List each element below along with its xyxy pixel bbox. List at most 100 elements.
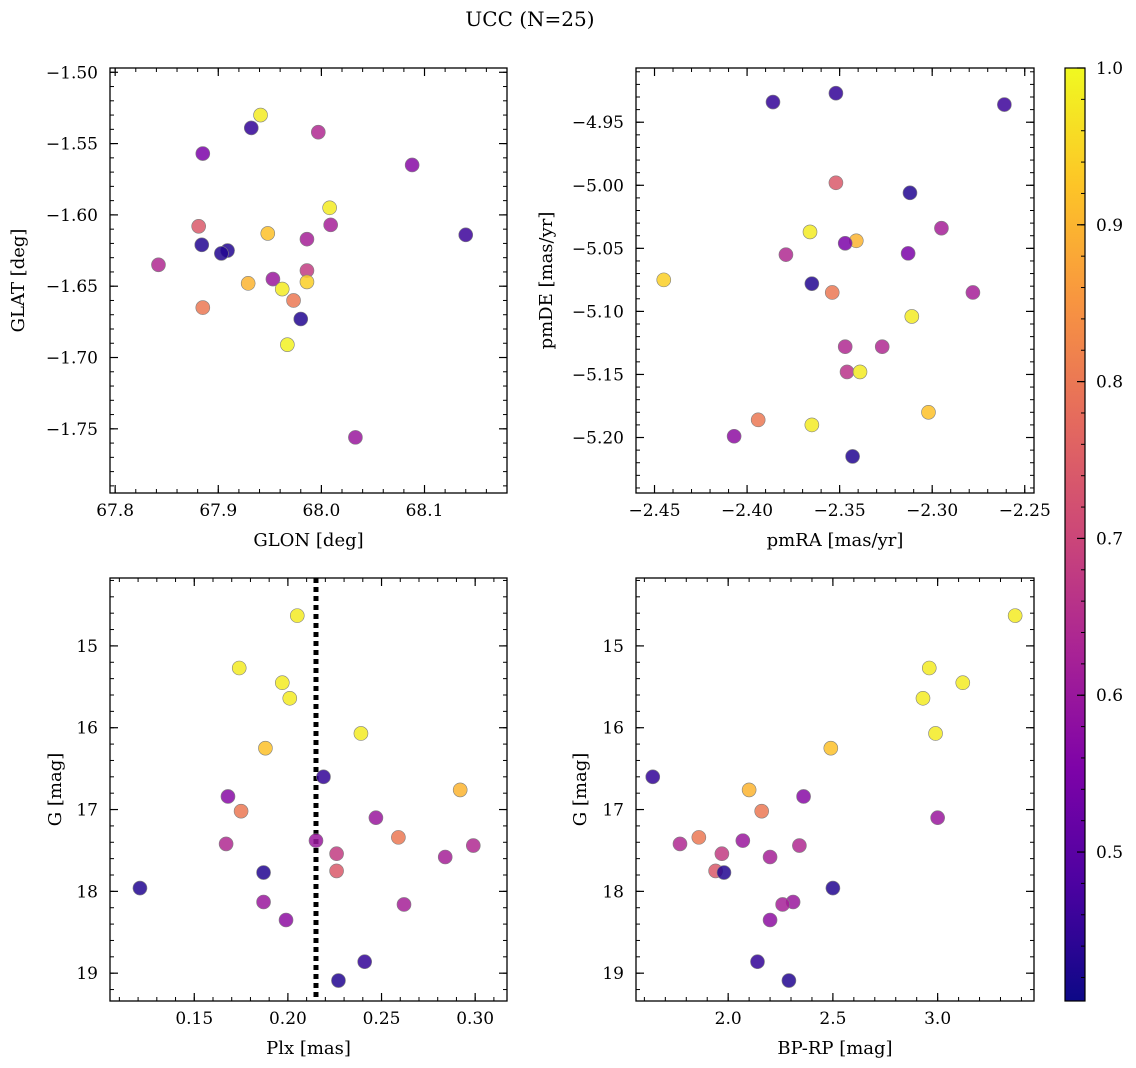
scatter-point xyxy=(915,690,931,706)
scatter-point xyxy=(802,224,818,240)
axes-frame xyxy=(635,67,1035,494)
scatter-point xyxy=(1007,608,1023,623)
scatter-point xyxy=(396,897,412,912)
x-tick-label: 3.0 xyxy=(924,1009,951,1029)
y-axis-label: G [mag] xyxy=(45,753,66,826)
y-tick-label: 18 xyxy=(76,882,98,902)
x-tick-label: 2.0 xyxy=(715,1009,742,1029)
scatter-point xyxy=(824,285,840,300)
x-tick-label: 68.1 xyxy=(406,501,444,521)
scatter-point xyxy=(286,293,301,308)
scatter-point xyxy=(194,237,210,253)
scatter-point xyxy=(329,863,344,879)
scatter-point xyxy=(900,246,916,261)
scatter-point xyxy=(316,769,331,785)
colorbar-gradient xyxy=(1064,67,1086,1002)
scatter-point xyxy=(765,94,781,110)
y-tick-label: −1.75 xyxy=(46,420,98,440)
scatter-point xyxy=(837,339,853,355)
scatter-point xyxy=(997,97,1012,112)
scatter-point xyxy=(253,107,268,123)
axes-frame xyxy=(635,577,1035,1002)
x-axis-label: pmRA [mas/yr] xyxy=(767,530,904,551)
x-axis-label: BP-RP [mag] xyxy=(777,1038,892,1059)
x-tick-label: 0.15 xyxy=(175,1009,213,1029)
y-tick-label: −5.10 xyxy=(572,302,624,322)
scatter-point xyxy=(220,789,236,804)
y-tick-label: −1.70 xyxy=(46,349,98,369)
scatter-point xyxy=(921,404,936,420)
scatter-point xyxy=(191,219,206,234)
y-tick-label: 16 xyxy=(76,719,98,739)
scatter-point xyxy=(930,810,945,826)
y-axis-label: GLAT [deg] xyxy=(8,229,29,333)
panel-1: 67.8 67.9 68.0 68.1 −1.75 −1.70 −1.65 −1.60 −1.5… xyxy=(8,63,508,551)
scatter-point xyxy=(465,838,481,853)
scatter-point xyxy=(656,272,672,288)
scatter-point xyxy=(452,782,468,798)
panel-2: −2.45 −2.40 −2.35 −2.30 −2.25 −5.20 −5.15 −5.10… xyxy=(536,67,1051,551)
scatter-point xyxy=(293,311,309,327)
scatter-point xyxy=(874,339,890,355)
scatter-point xyxy=(750,412,766,428)
scatter-point xyxy=(265,271,281,287)
colorbar: 0.5 0.6 0.7 0.8 0.9 1.0 xyxy=(1064,59,1123,1002)
scatter-point xyxy=(218,836,234,852)
scatter-point xyxy=(792,838,807,853)
scatter-point xyxy=(852,364,868,380)
x-tick-label: −2.35 xyxy=(814,501,866,521)
x-tick-label: −2.30 xyxy=(906,501,958,521)
scatter-point xyxy=(458,227,474,243)
x-tick-label: 68.0 xyxy=(302,501,340,521)
scatter-point xyxy=(754,803,769,819)
y-tick-label: −5.00 xyxy=(572,176,624,196)
scatter-point xyxy=(274,675,290,691)
x-tick-label: 0.25 xyxy=(363,1009,401,1029)
scatter-point xyxy=(299,231,315,247)
y-tick-label: −1.60 xyxy=(46,206,98,226)
scatter-point xyxy=(845,449,860,464)
scatter-point xyxy=(195,300,211,315)
scatter-point xyxy=(716,865,732,880)
scatter-point xyxy=(404,157,420,173)
scatter-point xyxy=(214,246,229,261)
y-tick-label: −1.55 xyxy=(46,135,98,155)
scatter-point xyxy=(837,235,853,251)
x-tick-label: 0.20 xyxy=(269,1009,307,1029)
scatter-point xyxy=(775,897,790,912)
scatter-point xyxy=(132,880,148,896)
scatter-point xyxy=(691,830,707,845)
scatter-point xyxy=(645,769,661,785)
y-tick-label: −4.95 xyxy=(572,113,624,133)
y-tick-label: 15 xyxy=(602,637,624,657)
colorbar-tick-label: 0.9 xyxy=(1096,216,1123,236)
scatter-point xyxy=(437,849,453,865)
scatter-point xyxy=(778,247,794,262)
colorbar-tick-label: 0.5 xyxy=(1096,843,1123,863)
scatter-point xyxy=(828,175,844,191)
axes-frame xyxy=(109,67,508,494)
panel-3: 0.15 0.20 0.25 0.30 15 16 17 18 19 Plx [mas] G [ma… xyxy=(45,577,508,1059)
y-tick-label: −1.65 xyxy=(46,277,98,297)
x-tick-label: −2.45 xyxy=(628,501,680,521)
scatter-point xyxy=(781,973,797,988)
y-tick-label: −1.50 xyxy=(46,63,98,83)
scatter-point xyxy=(368,810,384,826)
scatter-point xyxy=(672,836,688,852)
x-tick-label: −2.25 xyxy=(999,501,1051,521)
scatter-point xyxy=(928,726,943,741)
scatter-point xyxy=(839,364,855,380)
scatter-point xyxy=(231,660,247,676)
scatter-point xyxy=(762,849,778,865)
y-tick-label: 19 xyxy=(76,964,98,984)
scatter-point xyxy=(726,428,742,444)
scatter-point xyxy=(260,226,276,241)
scatter-point xyxy=(965,285,981,300)
figure-title: UCC (N=25) xyxy=(465,7,594,31)
panel-4: 2.0 2.5 3.0 15 16 17 18 19 BP-RP [mag] G [mag] xyxy=(570,577,1035,1059)
x-tick-label: 67.9 xyxy=(199,501,237,521)
scatter-point xyxy=(904,309,920,324)
scatter-point xyxy=(258,740,273,756)
scatter-point xyxy=(331,973,346,988)
y-tick-label: −5.05 xyxy=(572,239,624,259)
